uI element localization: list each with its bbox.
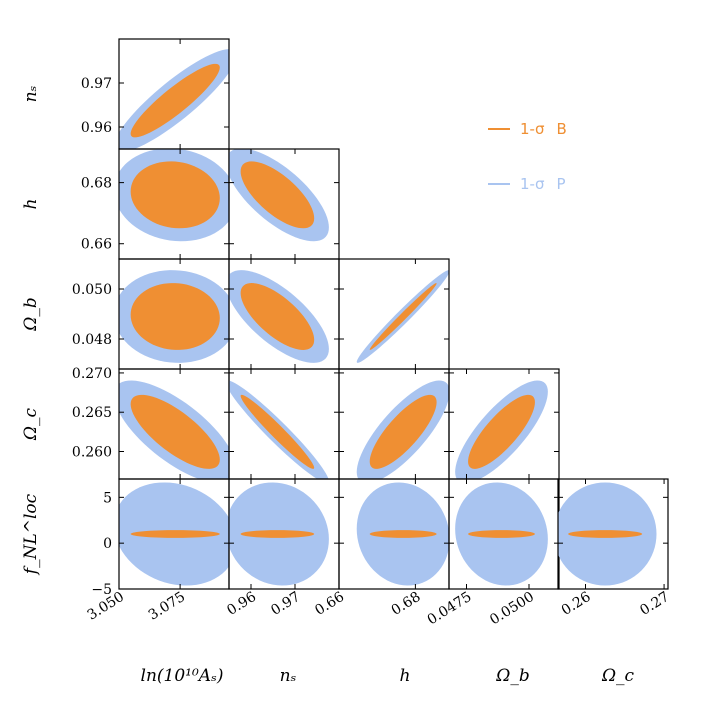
contour-b-lnAs-oc xyxy=(130,394,220,469)
contour-b-ob-fnl xyxy=(468,530,535,538)
panel-frame-h-ob xyxy=(338,258,450,370)
panel-frame-oc-fnl xyxy=(557,478,669,590)
contour-b-lnAs-h xyxy=(130,161,220,229)
y-tick-label-fnl: 5 xyxy=(103,490,112,506)
y-tick-label-oc: 0.265 xyxy=(72,405,112,421)
y-axis-label-fnl: f_NL^loc xyxy=(21,493,41,576)
legend-label-p-line: 1-σ xyxy=(520,175,545,193)
y-tick-label-ob: 0.048 xyxy=(72,332,112,348)
contour-b-ns-fnl xyxy=(240,530,315,538)
x-axis-label-oc: Ω_c xyxy=(601,666,635,686)
y-tick-label-fnl: 0 xyxy=(103,536,112,552)
x-tick-label-ob: 0.0475 xyxy=(425,589,475,629)
x-tick-label-oc: 0.27 xyxy=(637,589,672,619)
x-tick-label-ns: 0.96 xyxy=(224,589,259,619)
x-tick-label-h: 0.68 xyxy=(389,589,424,619)
y-tick-label-fnl: −5 xyxy=(91,582,112,598)
contour-b-lnAs-ob xyxy=(130,283,220,350)
y-axis-label-ns: nₛ xyxy=(21,85,41,102)
y-tick-label-h: 0.68 xyxy=(81,176,112,192)
y-tick-label-oc: 0.270 xyxy=(72,366,112,382)
y-tick-label-h: 0.66 xyxy=(81,237,112,253)
legend-swatch-b xyxy=(488,128,510,130)
y-tick-label-oc: 0.260 xyxy=(72,445,112,461)
contour-b-lnAs-ns xyxy=(130,63,220,138)
contour-b-ns-ob xyxy=(240,283,315,350)
y-tick-label-ns: 0.97 xyxy=(81,76,112,92)
y-axis-label-ob: Ω_b xyxy=(21,297,41,331)
x-axis-label-ns: nₛ xyxy=(280,666,297,686)
x-axis-label-h: h xyxy=(400,666,411,686)
x-tick-label-lnAs: 3.075 xyxy=(146,589,188,624)
x-tick-label-ns: 0.97 xyxy=(268,589,303,619)
legend-swatch-p xyxy=(488,183,510,185)
legend-label-b-line: 1-σ xyxy=(520,120,545,138)
contour-b-ns-h xyxy=(240,161,315,229)
contour-b-lnAs-fnl xyxy=(130,530,220,538)
y-axis-label-h: h xyxy=(21,199,41,210)
contour-b-h-ob xyxy=(369,283,437,350)
legend-entry-p: 1-σ P xyxy=(488,175,566,193)
y-tick-label-ns: 0.96 xyxy=(81,120,112,136)
contour-b-h-fnl xyxy=(369,530,437,538)
y-axis-label-oc: Ω_c xyxy=(21,407,41,441)
x-tick-label-oc: 0.26 xyxy=(559,589,594,619)
contour-b-oc-fnl xyxy=(568,530,643,538)
legend-label-b-name: B xyxy=(556,120,567,138)
x-tick-label-ob: 0.0500 xyxy=(487,589,537,629)
contour-b-ns-oc xyxy=(240,394,315,469)
contour-b-ob-oc xyxy=(468,394,535,469)
x-axis-label-lnAs: ln(10¹⁰Aₛ) xyxy=(141,666,224,686)
x-tick-label-ns: 0.66 xyxy=(312,589,347,619)
y-tick-label-ob: 0.050 xyxy=(72,282,112,298)
legend-entry-b: 1-σ B xyxy=(488,120,567,138)
x-axis-label-ob: Ω_b xyxy=(495,666,529,686)
legend-label-p-name: P xyxy=(556,175,566,193)
contour-b-h-oc xyxy=(369,394,437,469)
